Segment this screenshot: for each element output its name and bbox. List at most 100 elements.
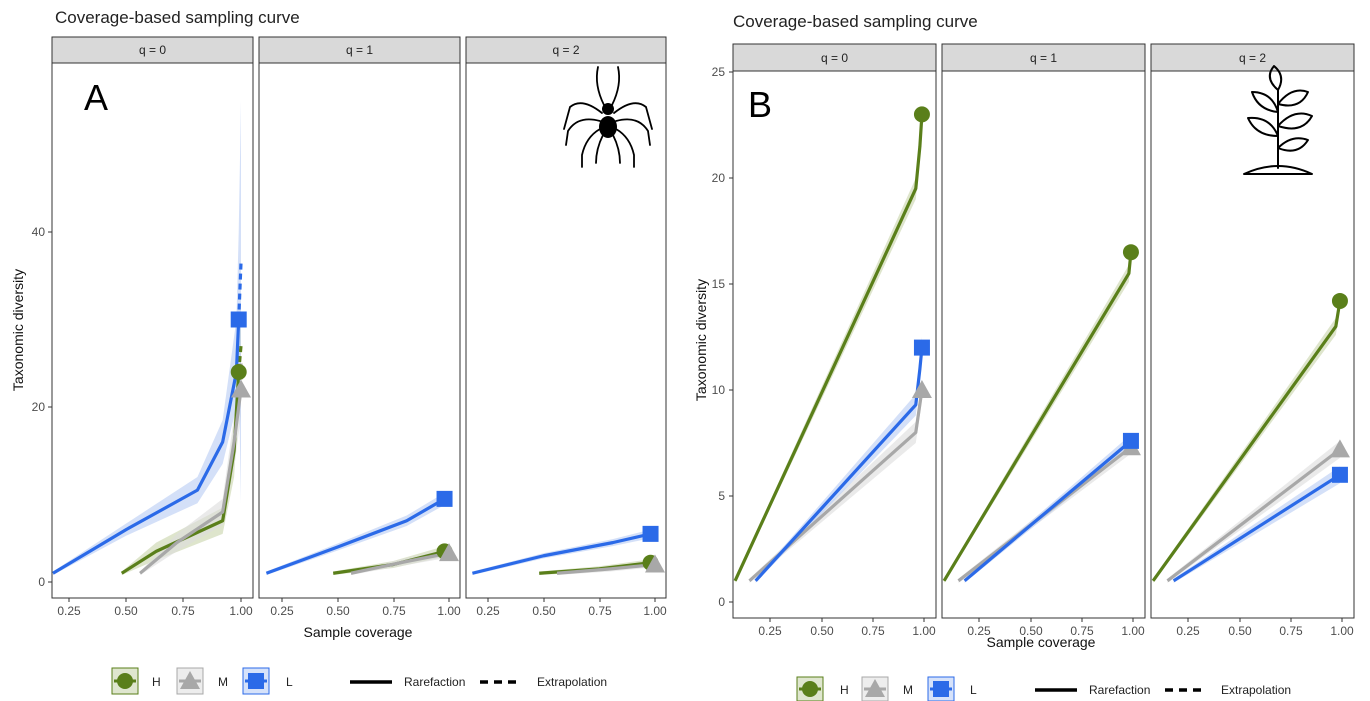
chart0-facet1-ribbon-L <box>266 492 445 575</box>
legend-a-H: H <box>111 667 161 695</box>
panel-a-ytick-0: 0 <box>38 575 45 589</box>
facet-b-q0-label: q = 0 <box>821 51 848 65</box>
panel-a-q2-xtick-050: 0.50 <box>532 604 556 618</box>
panel-b-ytick-5: 5 <box>718 489 725 503</box>
chart0-facet0-rarefaction-line-M <box>139 389 243 575</box>
facet-a-q0-label: q = 0 <box>139 43 166 57</box>
legend-b-M: M <box>861 676 913 701</box>
panel-b-x-axis-q2: 0.25 0.50 0.75 1.00 <box>1176 618 1354 638</box>
panel-b: Coverage-based sampling curve q = 0 q = … <box>693 12 1355 701</box>
panel-a-q1-xtick-075: 0.75 <box>382 604 406 618</box>
panel-b-ytick-10: 10 <box>712 383 726 397</box>
panel-b-ytick-15: 15 <box>712 277 726 291</box>
legend-a-rarefaction-label: Rarefaction <box>404 675 465 689</box>
panel-b-x-axis-q0: 0.25 0.50 0.75 1.00 <box>758 618 936 638</box>
panel-a-x-axis-q2: 0.25 0.50 0.75 1.00 <box>476 598 667 618</box>
facet-b-q1: q = 1 <box>941 43 1146 619</box>
panel-a-q0-xtick-100: 1.00 <box>229 604 253 618</box>
panel-b-title: Coverage-based sampling curve <box>733 12 978 31</box>
panel-a: Coverage-based sampling curve q = 0 q = … <box>10 8 667 695</box>
panel-a-letter: A <box>84 77 108 118</box>
facet-a-q1: q = 1 <box>258 36 461 599</box>
legend-a-H-label: H <box>152 675 161 689</box>
legend-b-L-label: L <box>970 683 977 697</box>
panel-b-q2-xtick-025: 0.25 <box>1176 624 1200 638</box>
chart1-facet1-point-H <box>1122 244 1139 261</box>
legend-a-extrapolation-label: Extrapolation <box>537 675 607 689</box>
facet-b-q2-label: q = 2 <box>1239 51 1266 65</box>
legend-a-extrapolation: Extrapolation <box>480 675 607 689</box>
chart0-facet1-rarefaction-line-M <box>350 551 450 575</box>
chart0-facet0-point-L <box>230 311 247 328</box>
panel-b-q1-xtick-100: 1.00 <box>1121 624 1145 638</box>
chart0-facet0-rarefaction-line-L <box>52 319 241 575</box>
legend-b-rarefaction: Rarefaction <box>1035 683 1150 697</box>
panel-b-q2-xtick-100: 1.00 <box>1330 624 1354 638</box>
legend-b-L: L <box>927 676 977 701</box>
panel-a-xlabel: Sample coverage <box>304 624 413 640</box>
panel-b-ylabel: Taxonomic diversity <box>693 279 709 401</box>
panel-a-title: Coverage-based sampling curve <box>55 8 300 27</box>
legend-a-L-label: L <box>286 675 293 689</box>
chart0-facet1-rarefaction-line-L <box>265 497 446 575</box>
panel-a-q2-xtick-025: 0.25 <box>476 604 500 618</box>
legend-a-M: M <box>176 667 228 695</box>
panel-a-x-axis-q0: 0.25 0.50 0.75 1.00 <box>57 598 253 618</box>
plant-icon <box>1243 65 1313 175</box>
chart1-facet2-rarefaction-line-L <box>1172 473 1341 583</box>
panel-b-q0-xtick-050: 0.50 <box>810 624 834 638</box>
chart1-facet0-point-H <box>913 106 930 123</box>
panel-a-ytick-20: 20 <box>32 400 46 414</box>
panel-a-ylabel: Taxonomic diversity <box>10 269 26 391</box>
panel-b-xlabel: Sample coverage <box>987 634 1096 650</box>
panel-a-q2-xtick-075: 0.75 <box>588 604 612 618</box>
chart1-facet0-ribbon-M <box>749 379 922 583</box>
panel-b-legend: H M L Rarefaction Extrapolation <box>796 676 1291 701</box>
panel-a-q2-xtick-100: 1.00 <box>643 604 667 618</box>
legend-b-extrapolation: Extrapolation <box>1165 683 1291 697</box>
panel-b-q0-xtick-075: 0.75 <box>861 624 885 638</box>
chart1-facet0-rarefaction-line-H <box>733 114 924 582</box>
legend-b-rarefaction-label: Rarefaction <box>1089 683 1150 697</box>
facet-b-q2: q = 2 <box>1150 43 1355 619</box>
legend-b-H-label: H <box>840 683 849 697</box>
panel-b-q1-xtick-075: 0.75 <box>1070 624 1094 638</box>
panel-b-ytick-0: 0 <box>718 595 725 609</box>
panel-a-y-axis: 0 20 40 <box>32 225 52 589</box>
facet-b-q1-label: q = 1 <box>1030 51 1057 65</box>
chart1-facet2-point-L <box>1331 466 1348 483</box>
chart0-facet0-point-M <box>231 379 251 398</box>
chart0-facet0-ribbon-M <box>140 354 241 575</box>
panel-b-ytick-25: 25 <box>712 65 726 79</box>
chart0-facet1-point-M <box>439 543 459 562</box>
chart0-facet2-point-L <box>642 525 659 542</box>
facet-a-q1-label: q = 1 <box>346 43 373 57</box>
chart0-facet2-point-M <box>645 554 665 573</box>
panel-b-q2-xtick-050: 0.50 <box>1228 624 1252 638</box>
panel-a-legend: H M L Rarefaction Extrapolation <box>111 667 607 695</box>
facet-a-q2-label: q = 2 <box>552 43 579 57</box>
legend-b-extrapolation-label: Extrapolation <box>1221 683 1291 697</box>
panel-a-q0-xtick-050: 0.50 <box>114 604 138 618</box>
chart1-facet1-rarefaction-line-L <box>963 439 1132 583</box>
panel-b-q1-xtick-025: 0.25 <box>967 624 991 638</box>
chart1-facet2-point-H <box>1331 292 1348 309</box>
chart0-facet1-point-L <box>436 490 453 507</box>
panel-b-q2-xtick-075: 0.75 <box>1279 624 1303 638</box>
chart1-facet1-point-L <box>1122 432 1139 449</box>
panel-b-q0-xtick-025: 0.25 <box>758 624 782 638</box>
legend-a-L: L <box>242 667 293 695</box>
legend-a-M-label: M <box>218 675 228 689</box>
panel-b-ytick-20: 20 <box>712 171 726 185</box>
legend-b-H: H <box>796 676 849 701</box>
chart0-facet2-rarefaction-line-M <box>556 562 656 575</box>
panel-a-q1-xtick-100: 1.00 <box>437 604 461 618</box>
chart0-facet2-rarefaction-line-L <box>472 532 651 575</box>
panel-a-q0-xtick-025: 0.25 <box>57 604 81 618</box>
panel-a-x-axis-q1: 0.25 0.50 0.75 1.00 <box>270 598 461 618</box>
chart1-facet2-rarefaction-line-M <box>1166 448 1341 583</box>
panel-b-q0-xtick-100: 1.00 <box>912 624 936 638</box>
panel-b-x-axis-q1: 0.25 0.50 0.75 1.00 <box>967 618 1145 638</box>
panel-a-q1-xtick-050: 0.50 <box>326 604 350 618</box>
